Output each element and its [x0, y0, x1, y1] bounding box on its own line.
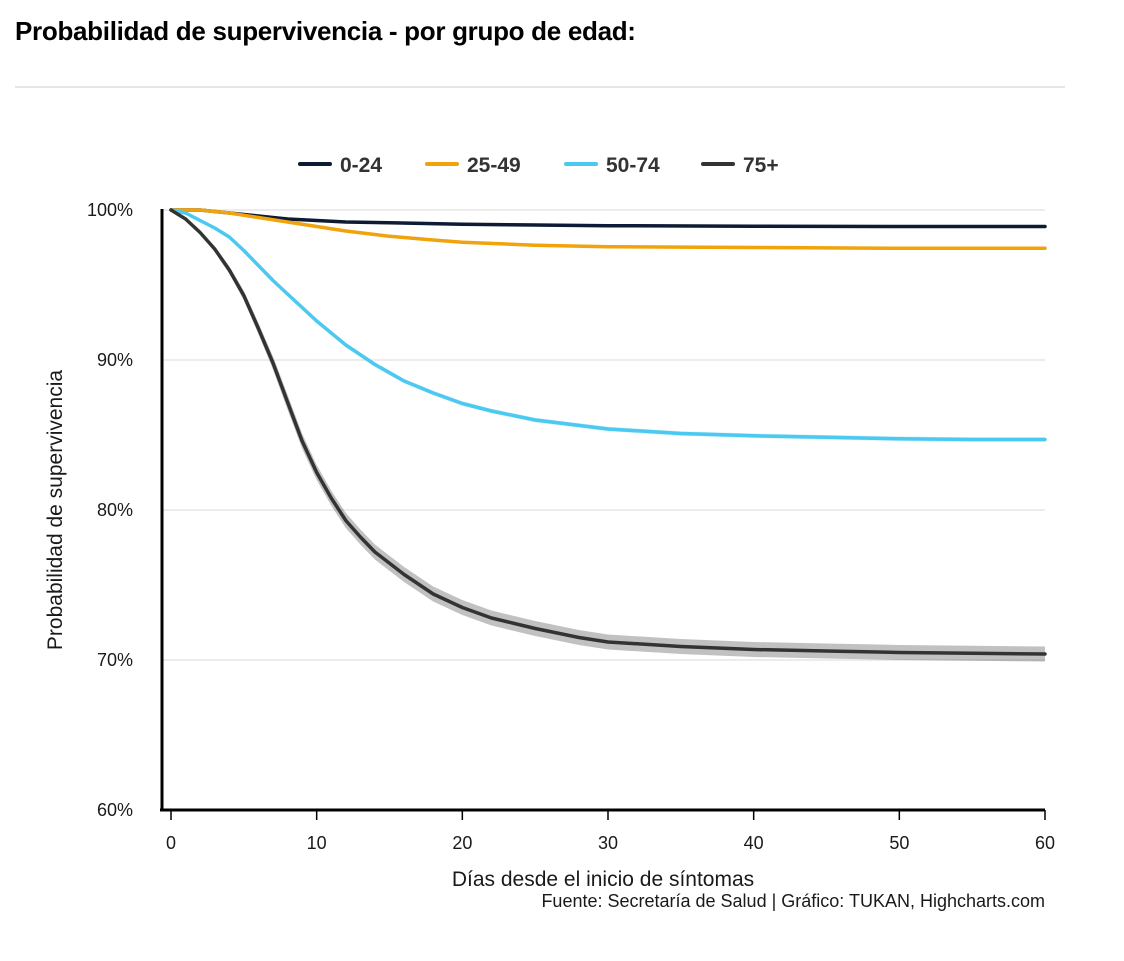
y-tick-labels: 60% 70% 80% 90% 100% [87, 200, 133, 820]
series-band-50-74 [171, 210, 1045, 442]
x-tick-labels: 0 10 20 30 40 50 60 [166, 810, 1055, 853]
series-group [169, 208, 1047, 662]
title-divider [15, 86, 1065, 88]
y-tick-label: 100% [87, 200, 133, 220]
legend-label: 25-49 [467, 154, 521, 177]
legend-label: 50-74 [606, 154, 660, 177]
legend-label: 75+ [743, 154, 779, 177]
series-band-75+ [171, 210, 1045, 662]
legend-item-50-74[interactable]: 50-74 [564, 154, 660, 177]
series-line-50-74[interactable] [169, 208, 1047, 442]
y-tick-label: 80% [97, 500, 133, 520]
x-tick-label: 0 [166, 833, 176, 853]
credit-text: Fuente: Secretaría de Salud | Gráfico: T… [541, 891, 1045, 911]
x-axis-title: Días desde el inicio de síntomas [452, 868, 754, 891]
series-line-25-49[interactable] [169, 208, 1047, 251]
x-tick-label: 40 [744, 833, 764, 853]
legend-item-0-24[interactable]: 0-24 [298, 154, 382, 177]
legend-label: 0-24 [340, 154, 382, 177]
legend-item-75+[interactable]: 75+ [701, 154, 779, 177]
x-tick-label: 20 [452, 833, 472, 853]
x-tick-label: 60 [1035, 833, 1055, 853]
y-tick-label: 60% [97, 800, 133, 820]
y-tick-label: 90% [97, 350, 133, 370]
x-tick-label: 30 [598, 833, 618, 853]
x-tick-label: 50 [889, 833, 909, 853]
page-title: Probabilidad de supervivencia - por grup… [15, 16, 636, 46]
x-tick-label: 10 [307, 833, 327, 853]
legend-item-25-49[interactable]: 25-49 [425, 154, 521, 177]
grid-lines [162, 209, 1045, 661]
legend: 0-24 25-49 50-74 75+ [298, 154, 779, 177]
series-line-75+[interactable] [169, 208, 1047, 656]
series-band-25-49 [171, 209, 1045, 250]
y-tick-label: 70% [97, 650, 133, 670]
y-axis-title: Probabilidad de supervivencia [44, 370, 67, 650]
